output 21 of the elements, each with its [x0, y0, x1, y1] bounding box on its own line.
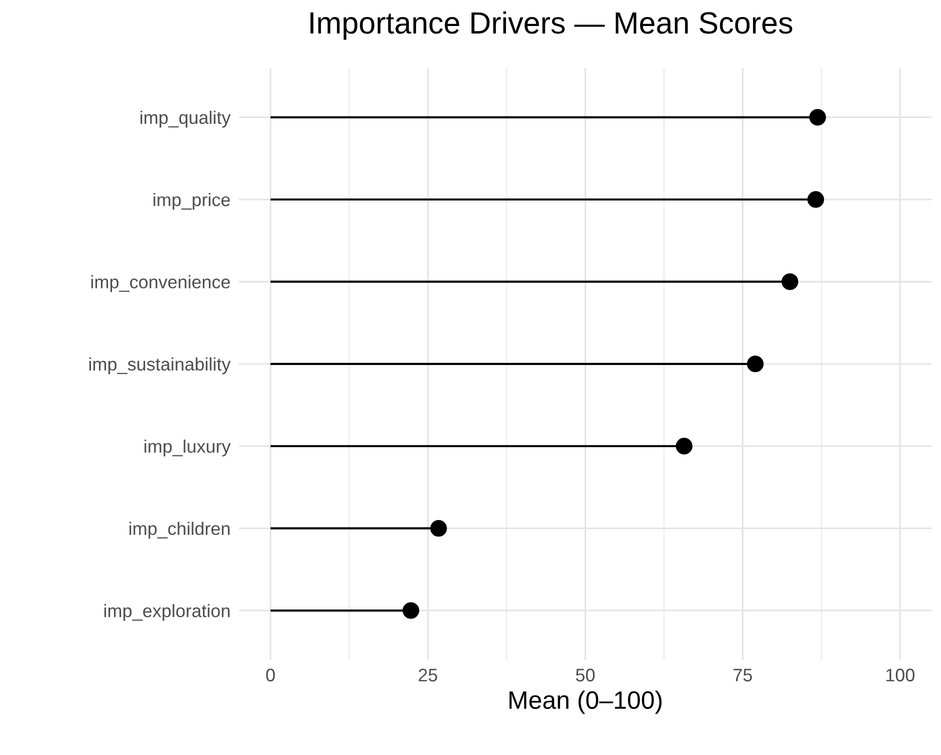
y-tick-label: imp_sustainability: [89, 357, 231, 374]
point: [807, 191, 824, 208]
point: [402, 602, 420, 619]
y-tick-label: imp_quality: [140, 110, 231, 128]
x-axis-title: Mean (0–100): [510, 690, 662, 714]
point: [809, 108, 826, 126]
x-tick-label: 0: [266, 668, 275, 682]
x-tick-label: 50: [576, 668, 595, 682]
y-tick-label: imp_exploration: [104, 604, 230, 621]
point: [782, 273, 798, 290]
point: [746, 356, 764, 372]
y-tick-label: imp_convenience: [91, 275, 230, 292]
y-tick-label: imp_children: [130, 522, 230, 539]
chart-title: Importance Drivers — Mean Scores: [310, 11, 792, 40]
x-tick-label: 100: [886, 668, 914, 682]
y-tick-label: imp_price: [154, 192, 230, 210]
point: [430, 520, 447, 537]
point: [676, 438, 692, 454]
y-tick-label: imp_luxury: [144, 440, 231, 456]
x-tick-label: 25: [418, 668, 438, 682]
x-tick-label: 75: [734, 668, 752, 682]
